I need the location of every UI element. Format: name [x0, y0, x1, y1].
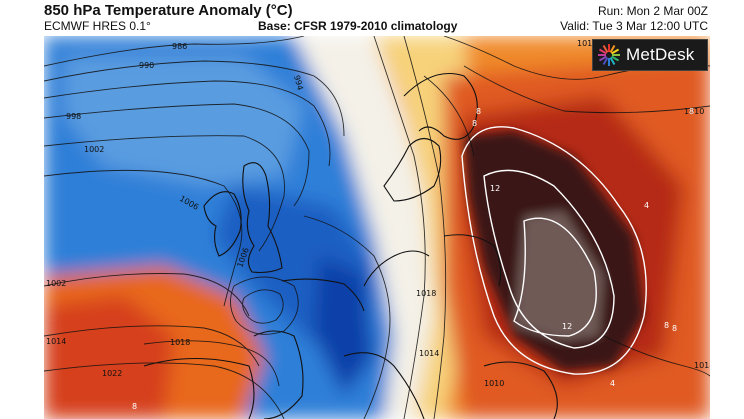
anomaly-label: 4 — [610, 379, 615, 388]
isobar-label: 998 — [66, 112, 81, 121]
anomaly-label: 12 — [490, 184, 500, 193]
anomaly-label: 8 — [476, 107, 481, 116]
anomaly-label: 8 — [689, 107, 694, 116]
isobar-label: 1010 — [484, 379, 504, 388]
isobar-label: 1002 — [46, 279, 66, 288]
climatology-base-label: Base: CFSR 1979-2010 climatology — [258, 19, 457, 33]
anomaly-label: 8 — [132, 402, 137, 411]
run-time-label: Run: Mon 2 Mar 00Z — [598, 4, 708, 18]
valid-time-label: Valid: Tue 3 Mar 12:00 UTC — [560, 19, 708, 33]
isobar-label: 986 — [172, 42, 187, 51]
anomaly-label: 8 — [672, 324, 677, 333]
isobar-label: 1022 — [102, 369, 122, 378]
sunburst-icon — [596, 42, 622, 68]
metdesk-logo: MetDesk — [592, 39, 708, 71]
anomaly-label: 4 — [644, 201, 649, 210]
isobar-label: 1014 — [419, 349, 439, 358]
isobar-label: 1018 — [170, 338, 190, 347]
anomaly-map-canvas: 986 990 994 998 1002 1006 1006 1002 1014… — [44, 36, 710, 419]
anomaly-map: 986 990 994 998 1002 1006 1006 1002 1014… — [44, 36, 710, 419]
isobar-label: 1018 — [694, 361, 710, 370]
isobar-label: 101 — [577, 39, 592, 48]
isobar-label: 1010 — [684, 107, 704, 116]
logo-text: MetDesk — [626, 45, 694, 65]
model-label: ECMWF HRES 0.1° — [44, 19, 151, 33]
isobar-label: 1002 — [84, 145, 104, 154]
anomaly-label: 12 — [562, 322, 572, 331]
anomaly-label: 8 — [472, 119, 477, 128]
isobar-label: 1014 — [46, 337, 66, 346]
anomaly-label: 8 — [664, 321, 669, 330]
chart-header: 850 hPa Temperature Anomaly (°C) ECMWF H… — [0, 0, 744, 36]
chart-title: 850 hPa Temperature Anomaly (°C) — [44, 2, 293, 19]
isobar-label: 1018 — [416, 289, 436, 298]
isobar-label: 990 — [139, 61, 154, 70]
